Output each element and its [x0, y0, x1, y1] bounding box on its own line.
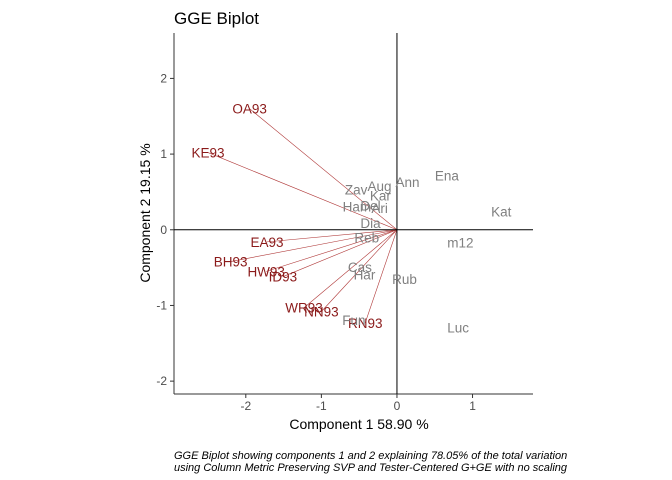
- chart-title: GGE Biplot: [174, 9, 259, 28]
- environment-label: BH93: [214, 255, 248, 270]
- genotype-label: Ena: [435, 168, 460, 183]
- genotype-label: m12: [447, 236, 473, 251]
- environment-vector: [230, 229, 398, 262]
- caption-line-2: using Column Metric Preserving SVP and T…: [174, 462, 568, 474]
- environment-label: OA93: [232, 102, 267, 117]
- genotype-label: Del: [360, 199, 380, 214]
- genotype-label: Reb: [354, 230, 379, 245]
- environment-label: HW93: [247, 264, 285, 279]
- genotype-label: Cas: [348, 260, 372, 275]
- environment-vector: [364, 229, 398, 323]
- x-axis-title: Component 1 58.90 %: [289, 416, 428, 432]
- environment-label: ID93: [269, 270, 298, 285]
- y-axis-title: Component 2 19.15 %: [137, 143, 153, 282]
- x-tick-label: 1: [469, 399, 476, 413]
- environment-vector: [266, 229, 397, 243]
- environment-vector: [266, 229, 398, 272]
- environment-label: EA93: [250, 235, 283, 250]
- genotype-label: Aug: [368, 179, 392, 194]
- caption-line-1: GGE Biplot showing components 1 and 2 ex…: [174, 450, 567, 462]
- environment-label: WR93: [285, 301, 323, 316]
- environment-label: NN93: [304, 305, 339, 320]
- genotype-label: Har: [354, 267, 376, 282]
- y-tick-label: 0: [160, 223, 167, 237]
- y-tick-label: 1: [160, 147, 167, 161]
- environment-vectors: [207, 108, 398, 323]
- environment-vector: [303, 229, 398, 308]
- y-tick-label: -1: [156, 298, 167, 312]
- genotype-label: Ham: [343, 199, 372, 214]
- environment-vector: [249, 108, 398, 231]
- y-tick-label: -2: [156, 374, 167, 388]
- genotype-label: Rub: [392, 272, 417, 287]
- genotype-label: Dia: [360, 216, 381, 231]
- genotype-label: Luc: [447, 320, 469, 335]
- x-tick-label: -1: [316, 399, 327, 413]
- x-tick-label: -2: [240, 399, 251, 413]
- environment-label: KE93: [191, 146, 224, 161]
- x-tick-label: 0: [394, 399, 401, 413]
- genotype-label: Zav: [345, 183, 368, 198]
- genotype-label: Kar: [370, 189, 392, 204]
- environment-vector: [321, 229, 398, 312]
- environment-vector: [207, 152, 398, 231]
- y-tick-label: 2: [160, 71, 167, 85]
- environment-vector: [282, 229, 398, 277]
- genotype-label: Ann: [396, 175, 420, 190]
- genotype-label: Ari: [371, 201, 388, 216]
- genotype-label: Kat: [491, 205, 512, 220]
- axes: -2 -1 0 1 -2 -1 0 1 2: [156, 33, 533, 413]
- genotype-label: Fun: [342, 313, 365, 328]
- environment-label: RN93: [348, 316, 383, 331]
